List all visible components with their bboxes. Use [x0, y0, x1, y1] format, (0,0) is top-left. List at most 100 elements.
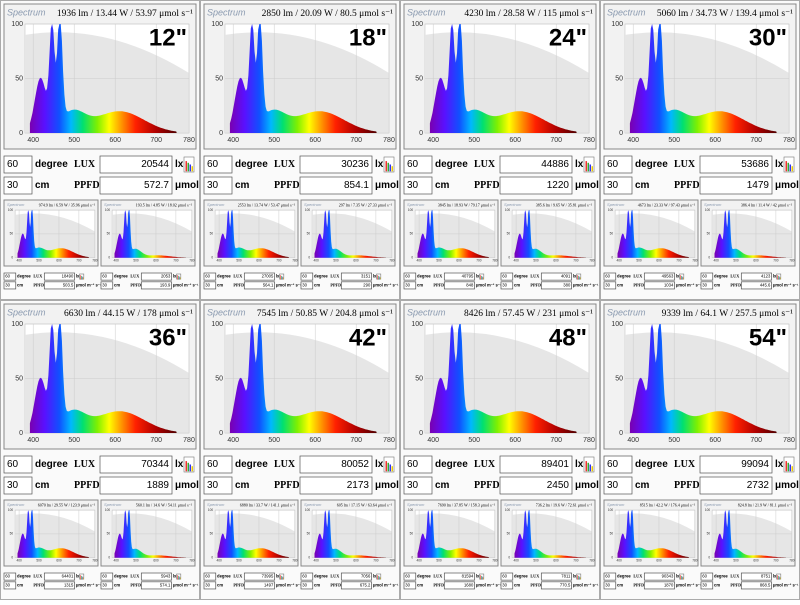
readout-row: 60 degree LUX 20544 lx	[3, 155, 195, 174]
field-unit: lx	[773, 274, 777, 279]
watermark	[312, 513, 392, 558]
icon-bar	[377, 275, 378, 280]
readout-row: 30 cm PPFD 380 μmol m⁻² s⁻¹	[500, 281, 599, 290]
y-tick-label: 50	[707, 532, 711, 536]
x-tick-label: 700	[350, 437, 362, 444]
y-tick-label: 100	[11, 321, 23, 328]
input-value: 60	[102, 274, 107, 279]
field-unit: lx	[373, 574, 377, 579]
value-box	[499, 155, 573, 174]
icon-bar	[481, 276, 483, 280]
input-value: 30	[7, 180, 19, 191]
watermark	[712, 213, 792, 258]
chart-label: Spectrum	[704, 202, 722, 207]
spectrum	[617, 210, 689, 258]
x-tick-label: 700	[276, 259, 281, 263]
y-tick-label: 50	[307, 532, 311, 536]
input-value: 30	[207, 480, 219, 491]
x-tick-label: 600	[109, 437, 121, 444]
chart-label: Spectrum	[704, 502, 722, 507]
input-box	[3, 176, 33, 195]
field-unit: μmol m⁻² s⁻¹	[676, 282, 702, 287]
unit-label: degree	[435, 459, 468, 470]
icon-bar	[282, 577, 284, 580]
icon-bar	[377, 575, 378, 580]
unit-label: cm	[417, 282, 423, 287]
unit-label: degree	[235, 159, 268, 170]
field-value: 8751	[761, 574, 771, 579]
value-box	[43, 572, 75, 581]
field-label: LUX	[674, 159, 696, 170]
watermark	[25, 32, 189, 133]
icon-bar	[378, 276, 380, 280]
x-tick-label: 600	[656, 559, 661, 563]
value-box	[243, 572, 275, 581]
chart-label: Spectrum	[607, 307, 646, 317]
field-value: 99094	[741, 459, 769, 470]
chart-label: Spectrum	[607, 7, 646, 17]
input-box	[603, 455, 633, 474]
y-tick-label: 100	[8, 508, 13, 512]
value-box	[540, 572, 572, 581]
readout-row: 30 cm PPFD 1034 μmol m⁻² s⁻¹	[603, 281, 702, 290]
spectrum	[417, 510, 489, 558]
input-box	[300, 272, 314, 281]
unit-label: degree	[435, 159, 468, 170]
x-tick-label: 600	[153, 259, 158, 263]
field-value: 572.7	[144, 180, 169, 191]
input-value: 60	[702, 274, 707, 279]
x-tick-label: 700	[173, 559, 178, 563]
unit-label: cm	[35, 480, 50, 491]
spectrum	[17, 510, 89, 558]
readout-row: 60 degree LUX 4123 lx	[700, 272, 782, 281]
value-box	[243, 581, 275, 590]
field-value: 7056	[361, 574, 371, 579]
field-value: 64401	[62, 574, 74, 579]
readout-row: 60 degree LUX 49563 lx	[603, 272, 685, 281]
value-box	[340, 272, 372, 281]
y-tick-label: 50	[610, 232, 614, 236]
x-tick-label: 400	[616, 559, 621, 563]
icon-bar	[680, 275, 681, 280]
input-value: 30	[407, 480, 419, 491]
icon-bar	[282, 277, 284, 280]
x-tick-label: 700	[350, 137, 362, 144]
icon-bar	[379, 577, 381, 580]
x-tick-label: 400	[216, 559, 221, 563]
icon-bar	[681, 276, 683, 280]
y-tick-label: 100	[408, 208, 413, 212]
field-label: PPFD	[233, 582, 244, 587]
watermark	[512, 513, 592, 558]
x-tick-label: 500	[636, 259, 641, 263]
input-value: 60	[5, 274, 10, 279]
y-tick-label: 50	[410, 532, 414, 536]
field-value: 18490	[62, 274, 74, 279]
icon-bar	[778, 276, 780, 280]
x-tick-label: 400	[27, 437, 39, 444]
field-unit: lx	[775, 159, 784, 170]
spectrum	[314, 210, 386, 258]
field-label: PPFD	[74, 180, 100, 191]
field-label: PPFD	[330, 282, 341, 287]
chart-label: Spectrum	[7, 202, 25, 207]
x-tick-label: 400	[627, 137, 639, 144]
value-box	[443, 572, 475, 581]
chart-label: Spectrum	[104, 202, 122, 207]
input-box	[500, 272, 514, 281]
readout-row: 60 degree LUX 40795 lx	[403, 272, 485, 281]
input-box	[300, 581, 314, 590]
x-tick-label: 780	[183, 437, 195, 444]
y-tick-label: 50	[415, 375, 423, 382]
value-box	[43, 272, 75, 281]
icon-bar	[791, 466, 793, 472]
x-tick-label: 500	[68, 137, 80, 144]
y-tick-label: 50	[507, 532, 511, 536]
field-label: LUX	[33, 274, 42, 279]
readout-row: 30 cm PPFD 564.1 μmol m⁻² s⁻¹	[203, 281, 302, 290]
chart-label: Spectrum	[7, 7, 46, 17]
value-box	[299, 155, 373, 174]
readout-row: 60 degree LUX 7056 lx	[300, 572, 382, 581]
input-value: 30	[302, 582, 307, 587]
readout-row: 30 cm PPFD 1870 μmol m⁻² s⁻¹	[603, 581, 702, 590]
x-tick-label: 700	[750, 437, 762, 444]
